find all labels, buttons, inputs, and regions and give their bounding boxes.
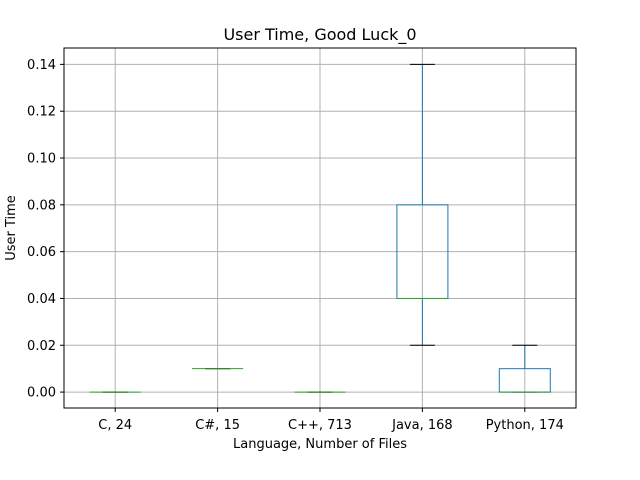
y-tick-label: 0.00 bbox=[27, 386, 56, 401]
box-3 bbox=[396, 63, 449, 346]
x-tick-label: C, 24 bbox=[98, 418, 132, 433]
y-tick-label: 0.02 bbox=[27, 339, 56, 354]
y-tick-label: 0.10 bbox=[27, 152, 56, 167]
y-tick-label: 0.04 bbox=[27, 292, 56, 307]
y-tick-label: 0.08 bbox=[27, 198, 56, 213]
y-tick-label: 0.12 bbox=[27, 105, 56, 120]
y-tick-label: 0.14 bbox=[27, 58, 56, 73]
box-layer bbox=[89, 63, 551, 393]
y-tick-label: 0.06 bbox=[27, 245, 56, 260]
tick-layer: 0.00 0.02 0.04 0.06 0.08 0.10 0.12 0.14 C, 24 C#,… bbox=[27, 58, 564, 433]
chart-title: User Time, Good Luck_0 bbox=[223, 25, 416, 45]
x-tick-label: Python, 174 bbox=[486, 418, 564, 433]
grid-layer bbox=[64, 48, 576, 408]
x-tick-label: Java, 168 bbox=[391, 418, 453, 433]
box-4 bbox=[498, 344, 551, 393]
x-tick-label: C#, 15 bbox=[195, 418, 240, 433]
x-axis-label: Language, Number of Files bbox=[233, 437, 407, 452]
y-axis-label: User Time bbox=[4, 195, 19, 261]
x-tick-label: C++, 713 bbox=[288, 418, 352, 433]
